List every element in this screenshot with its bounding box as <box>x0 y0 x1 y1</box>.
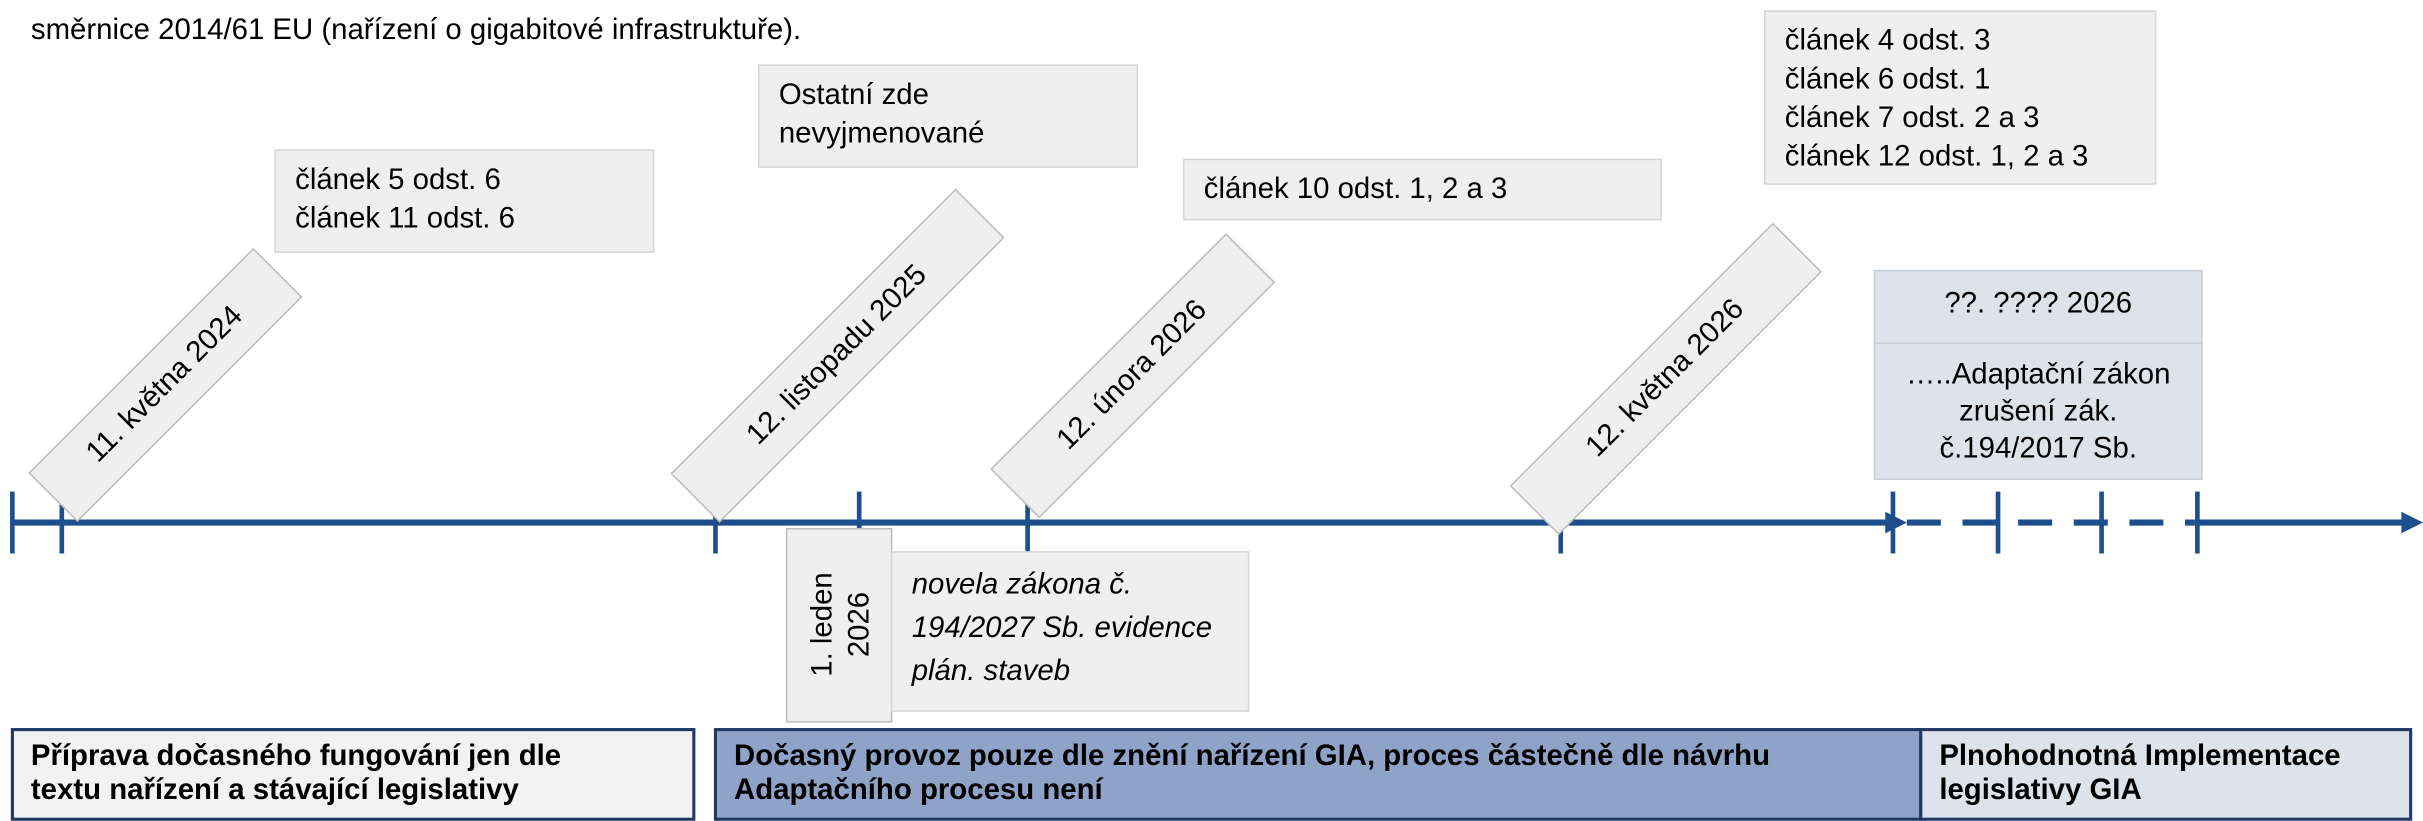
article-text: Ostatní zde <box>779 78 929 111</box>
article-text: nevyjmenované <box>779 116 985 149</box>
date-text: 12. listopadu 2025 <box>740 258 933 451</box>
article-text: článek 4 odst. 3 <box>1785 24 1991 57</box>
novela-text: 194/2027 Sb. evidence <box>912 611 1212 644</box>
novela-text: plán. staveb <box>911 654 1070 687</box>
arrow-head <box>2401 511 2423 534</box>
phase-text: legislativy GIA <box>1939 773 2141 806</box>
article-text: článek 11 odst. 6 <box>295 201 515 234</box>
date-text: 12. května 2026 <box>1579 292 1750 463</box>
phase-text: Plnohodnotná Implementace <box>1939 739 2340 772</box>
article-box <box>274 149 655 253</box>
date-text: 12. února 2026 <box>1050 293 1213 456</box>
date-box <box>28 247 303 523</box>
vertical-box <box>785 527 893 723</box>
date-text: 11. května 2024 <box>79 299 249 469</box>
article-text: článek 7 odst. 2 a 3 <box>1785 101 2040 134</box>
date-label: 12. května 2026 <box>1509 222 1823 536</box>
future-date-box <box>1873 269 2203 345</box>
future-text: …..Adaptační zákon <box>1906 357 2170 390</box>
future-text: č.194/2017 Sb. <box>1939 432 2137 465</box>
future-text: zrušení zák. <box>1959 395 2117 428</box>
article-text: článek 10 odst. 1, 2 a 3 <box>1204 172 1508 205</box>
novela-box <box>890 551 1250 712</box>
phase-text: Dočasný provoz pouze dle znění nařízení … <box>734 739 1770 772</box>
phase-box <box>1919 728 2413 821</box>
intro-text: směrnice 2014/61 EU (nařízení o gigabito… <box>31 13 801 46</box>
article-text: článek 5 odst. 6 <box>295 163 501 196</box>
phase-box <box>713 728 1923 821</box>
phase-text: Adaptačního procesu není <box>734 773 1104 806</box>
phase-text: textu nařízení a stávající legislativy <box>31 773 520 806</box>
date-label: 12. února 2026 <box>990 233 1276 519</box>
phase-text: Příprava dočasného fungování jen dle <box>31 739 561 772</box>
vertical-text: 2026 <box>842 592 875 657</box>
phase-box <box>10 728 696 821</box>
article-box <box>1182 158 1662 221</box>
vertical-label: 1. leden 2026 <box>805 572 875 676</box>
date-box <box>1509 222 1823 536</box>
novela-text: novela zákona č. <box>912 568 1132 601</box>
article-box <box>1763 10 2157 185</box>
date-box <box>990 233 1276 519</box>
article-box <box>757 64 1139 168</box>
vertical-text: 1. leden <box>805 572 838 676</box>
date-label: 12. listopadu 2025 <box>670 188 1005 523</box>
date-label: 11. května 2024 <box>28 247 303 523</box>
article-text: článek 6 odst. 1 <box>1785 62 1991 95</box>
future-box <box>1873 342 2203 481</box>
arrow-head <box>1885 511 1907 534</box>
future-date: ??. ???? 2026 <box>1944 286 2132 319</box>
article-text: článek 12 odst. 1, 2 a 3 <box>1785 140 2089 173</box>
date-box <box>670 188 1005 523</box>
